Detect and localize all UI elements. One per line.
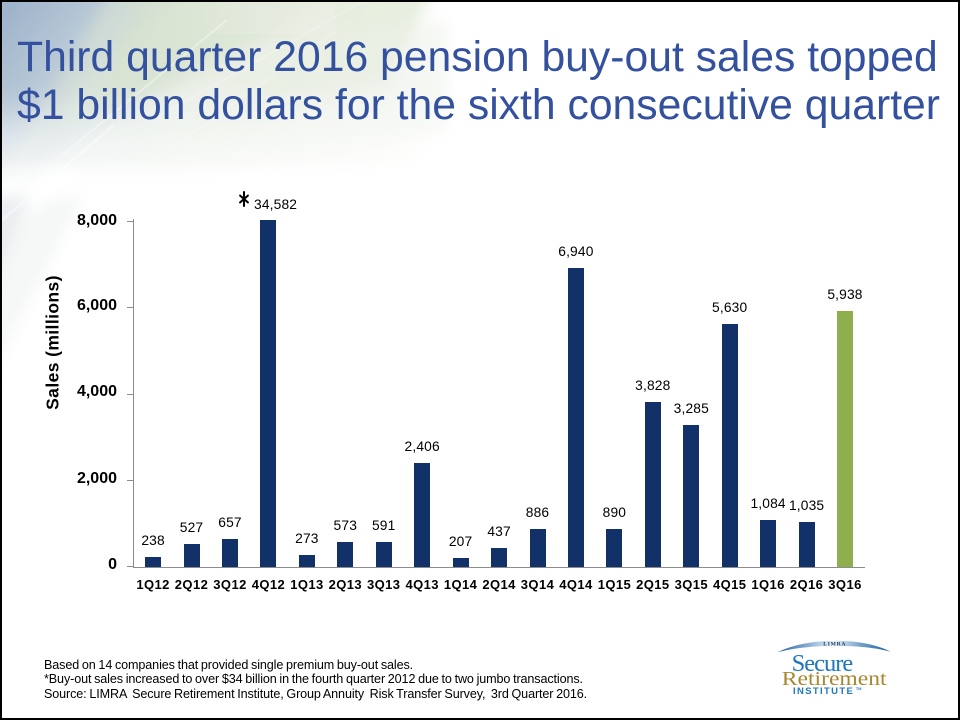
svg-text:Secure: Secure xyxy=(792,650,854,677)
svg-text:Retirement: Retirement xyxy=(782,667,887,689)
svg-text:INSTITUTE: INSTITUTE xyxy=(793,686,854,697)
svg-text:LIMRA: LIMRA xyxy=(823,642,846,648)
svg-text:TM: TM xyxy=(856,687,861,691)
